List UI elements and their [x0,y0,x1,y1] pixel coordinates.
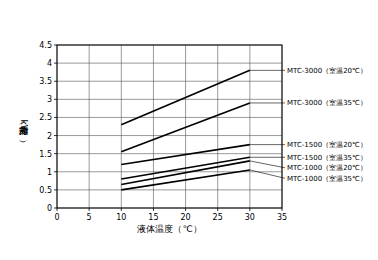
tick-label: 20 [180,213,190,222]
chart: 0 0.5 1 1.5 2 2.5 3 3.5 4 4.5 0 5 10 15 20 25 30 35 液体温度（℃… [0,0,378,260]
tick [54,81,57,82]
tick-label: 35 [277,213,287,222]
grid-line [57,189,282,190]
tick-label: 10 [116,213,126,222]
tick [54,208,57,209]
series-line [121,157,250,179]
grid-line [57,135,282,136]
tick [217,208,218,211]
tick [54,171,57,172]
tick-label: 3.5 [39,77,52,86]
grid-line [121,45,122,208]
leader-line [250,102,285,103]
grid-line [153,45,154,208]
leader-line [250,144,285,145]
grid-line [57,81,282,82]
grid-line [217,45,218,208]
series-label: MTC-1500（室温20℃） [287,141,367,149]
tick-label: 5 [87,213,92,222]
tick-label: 3 [47,95,52,104]
tick-label: 30 [245,213,255,222]
grid [57,45,282,208]
leader-line [250,157,285,158]
tick [121,208,122,211]
series-label: MTC-3000（室温20℃） [287,67,367,75]
tick-label: 1.5 [39,150,52,159]
series-line [121,145,250,165]
plot-frame [57,45,282,208]
tick-label: 15 [148,213,158,222]
tick [153,208,154,211]
leader-line [250,161,285,168]
grid-line [57,117,282,118]
series-line [121,70,250,124]
tick [54,45,57,46]
leader-line [250,70,285,71]
tick [54,135,57,136]
axes: 0 0.5 1 1.5 2 2.5 3 3.5 4 4.5 0 5 10 15 20 25 30 35 [39,41,287,222]
tick [54,63,57,64]
tick-label: 1 [47,168,52,177]
series-label: MTC-1500（室温35℃） [287,154,367,162]
series-line [121,103,250,152]
tick [54,99,57,100]
tick [89,208,90,211]
grid-line [249,45,250,208]
grid-line [89,45,90,208]
tick-label: 25 [213,213,223,222]
tick-label: 0.5 [39,186,52,195]
series-label: MTC-3000（室温35℃） [287,99,367,107]
tick-label: 4 [47,59,52,68]
tick-label: 0 [47,204,52,213]
tick [185,208,186,211]
tick [282,208,283,211]
series-group [121,70,250,190]
tick [249,208,250,211]
series-line [121,170,250,190]
leader-line [250,170,285,178]
tick [54,189,57,190]
tick-label: 4.5 [39,41,52,50]
tick-label: 0 [54,213,59,222]
tick [54,153,57,154]
series-label: MTC-1000（室温35℃） [287,175,367,183]
tick-label: 2 [47,132,52,141]
grid-line [57,99,282,100]
tick-label: 2.5 [39,113,52,122]
x-axis-label: 液体温度（℃） [137,224,201,234]
y-axis-label: 冷却能力（kW） [19,119,29,142]
grid-line [57,153,282,154]
tick [54,117,57,118]
grid-line [57,63,282,64]
tick [57,208,58,211]
series-labels: MTC-3000（室温20℃） MTC-3000（室温35℃） MTC-1500（室… [250,67,367,183]
series-label: MTC-1000（室温20℃） [287,164,367,172]
